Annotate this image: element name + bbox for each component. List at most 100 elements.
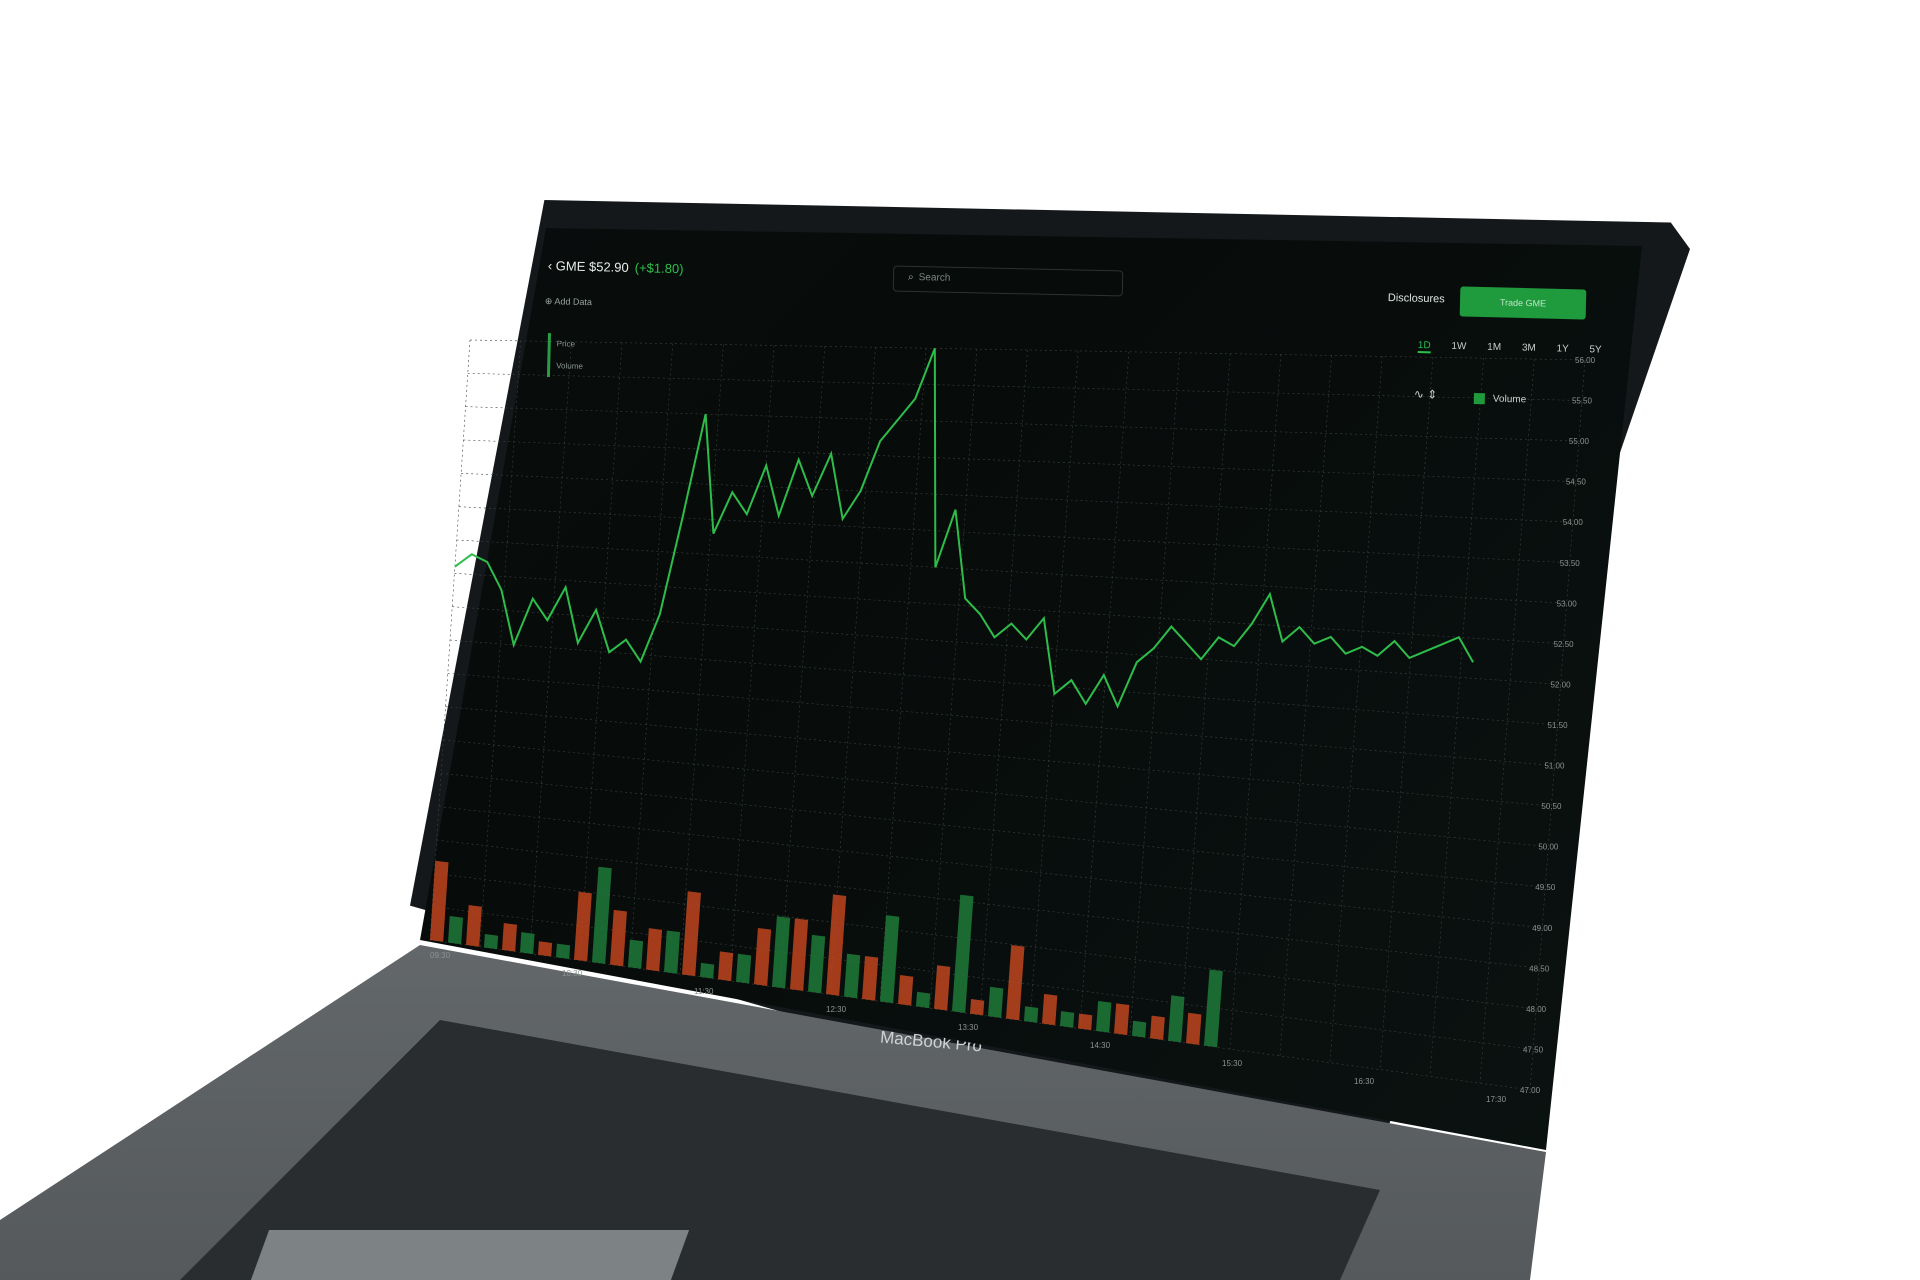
y-tick-label: 53.00 <box>1557 599 1578 608</box>
chart-type-toggle[interactable]: ∿ ⇕ <box>1414 387 1438 402</box>
volume-bar <box>592 866 612 964</box>
grid-line <box>461 473 1573 523</box>
grid-line <box>1479 359 1535 1084</box>
volume-bar <box>988 986 1004 1018</box>
y-tick-label: 54.50 <box>1566 478 1587 487</box>
y-tick-label: 49.00 <box>1532 924 1553 933</box>
grid-line <box>829 347 876 995</box>
volume-bar <box>556 943 571 959</box>
grid-line <box>443 739 1549 847</box>
chart-legend: Price Volume <box>546 333 584 378</box>
grid-line <box>445 706 1552 807</box>
grid-line <box>454 573 1564 645</box>
volume-bar <box>502 923 518 952</box>
y-tick-label: 49.50 <box>1535 883 1556 892</box>
x-tick-label: 13:30 <box>958 1023 979 1032</box>
volume-bar <box>466 905 482 947</box>
grid-line <box>1229 354 1282 1050</box>
grid-line <box>1329 356 1383 1063</box>
grid-line <box>465 406 1579 442</box>
volume-bar <box>1006 945 1025 1021</box>
grid-line <box>449 639 1558 726</box>
disclosures-link[interactable]: Disclosures <box>1387 292 1445 306</box>
volume-bar <box>952 894 974 1013</box>
volume-bar <box>880 915 900 1004</box>
grid-line <box>1429 358 1484 1077</box>
y-tick-label: 56.00 <box>1575 356 1596 365</box>
volume-bar <box>484 934 499 950</box>
tab-5y[interactable]: 5Y <box>1589 344 1602 356</box>
volume-bar <box>682 891 701 977</box>
volume-bar <box>610 909 627 967</box>
volume-bar <box>898 974 914 1006</box>
volume-bar <box>1096 1000 1112 1033</box>
volume-bars <box>430 860 1223 1048</box>
legend-volume[interactable]: Volume <box>546 354 584 378</box>
volume-bar <box>628 939 644 969</box>
tab-1m[interactable]: 1M <box>1487 341 1502 354</box>
volume-bar <box>1186 1012 1202 1045</box>
volume-toggle[interactable]: Volume <box>1473 393 1527 405</box>
search-icon: ⌕ <box>907 271 914 284</box>
y-tick-label: 52.50 <box>1554 640 1575 649</box>
tab-1w[interactable]: 1W <box>1451 340 1467 353</box>
volume-bar <box>826 894 847 996</box>
checkbox-icon <box>1473 393 1485 405</box>
tab-3m[interactable]: 3M <box>1521 342 1536 354</box>
grid-line <box>441 773 1546 888</box>
y-tick-label: 54.00 <box>1563 518 1584 527</box>
x-tick-label: 15:30 <box>1222 1059 1243 1068</box>
volume-bar <box>430 860 449 942</box>
volume-bar <box>916 991 931 1009</box>
volume-bar <box>808 934 826 994</box>
grid-line <box>452 606 1561 685</box>
tab-1d[interactable]: 1D <box>1417 340 1431 354</box>
volume-bar <box>1114 1003 1130 1036</box>
search-placeholder: Search <box>918 272 951 284</box>
grid-line <box>779 346 826 988</box>
volume-bar <box>790 918 809 991</box>
x-tick-label: 11:30 <box>694 987 714 996</box>
x-tick-label: 14:30 <box>1090 1041 1111 1050</box>
grid-line <box>447 673 1555 766</box>
grid-line <box>469 339 1586 361</box>
add-data-button[interactable]: ⊕ Add Data <box>545 296 592 308</box>
volume-bar <box>1078 1013 1093 1031</box>
y-tick-label: 52.00 <box>1551 680 1572 689</box>
volume-bar <box>754 928 772 986</box>
grid-line <box>879 348 927 1002</box>
grid-line <box>1279 355 1332 1056</box>
ticker-change: (+$1.80) <box>634 260 684 277</box>
volume-bar <box>970 999 985 1016</box>
volume-bar <box>520 932 535 955</box>
volume-bar <box>646 928 663 972</box>
volume-bar <box>862 955 879 1001</box>
volume-bar <box>1150 1015 1165 1040</box>
trade-button[interactable]: Trade GME <box>1459 286 1587 320</box>
volume-bar <box>448 915 463 945</box>
volume-bar <box>844 953 861 999</box>
x-axis-ticks: 09:30 10:30 11:30 12:30 13:30 14:30 15:30 16:30… <box>430 951 1507 1104</box>
tab-1y[interactable]: 1Y <box>1556 343 1569 355</box>
legend-price[interactable]: Price <box>547 333 584 356</box>
x-tick-label: 16:30 <box>1354 1077 1375 1086</box>
volume-bar <box>1042 993 1058 1026</box>
y-tick-label: 47.00 <box>1520 1086 1541 1095</box>
search-input[interactable]: ⌕ Search <box>892 265 1124 297</box>
add-data-label: Add Data <box>554 296 593 308</box>
y-tick-label: 51.00 <box>1544 762 1565 771</box>
volume-bar <box>934 965 951 1011</box>
grid-line <box>456 539 1567 604</box>
volume-bar <box>736 953 752 984</box>
volume-bar <box>1024 1006 1039 1023</box>
line-chart-icon: ∿ ⇕ <box>1413 387 1438 402</box>
y-tick-label: 50.00 <box>1538 843 1559 852</box>
x-tick-label: 10:30 <box>562 969 583 978</box>
grid-line <box>1379 357 1434 1070</box>
y-tick-label: 48.50 <box>1529 964 1550 973</box>
grid-line <box>467 373 1582 401</box>
volume-bar <box>718 951 734 982</box>
x-tick-label: 12:30 <box>826 1005 847 1014</box>
volume-bar <box>700 962 715 979</box>
